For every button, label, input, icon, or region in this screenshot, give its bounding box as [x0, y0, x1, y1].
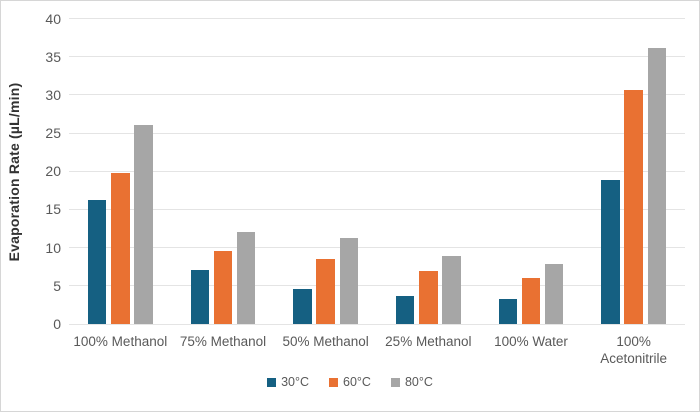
x-category-label: 100% Methanol: [73, 334, 168, 349]
gridline-y-35: [69, 56, 685, 58]
x-category-label: 75% Methanol: [179, 334, 267, 349]
y-tick-label-0: 0: [53, 316, 61, 332]
legend-label: 30°C: [281, 375, 310, 389]
x-category-label: 100% Acetonitrile: [600, 334, 668, 366]
gridline-y-30: [69, 94, 685, 96]
bar-60°C-25% Methanol: [419, 271, 438, 324]
bar-80°C-100% Acetonitrile: [647, 48, 667, 324]
x-category-label: 50% Methanol: [282, 334, 369, 349]
y-tick-label-40: 40: [45, 10, 61, 27]
gridline-y-15: [69, 208, 685, 210]
gridline-y-25: [69, 132, 685, 134]
bar-80°C-75% Methanol: [236, 232, 256, 324]
bar-80°C-50% Methanol: [339, 237, 359, 324]
y-tick-label-5: 5: [53, 277, 61, 294]
legend-swatch-icon: [267, 377, 277, 387]
bar-80°C-25% Methanol: [442, 256, 461, 324]
y-tick-label-10: 10: [45, 239, 61, 256]
bar-30°C-100% Acetonitrile: [601, 179, 620, 324]
bar-60°C-100% Methanol: [111, 172, 130, 324]
legend-item-80°C: 80°C: [390, 375, 433, 389]
bar-30°C-75% Methanol: [190, 269, 210, 324]
gridline-y-0: [69, 323, 685, 325]
bar-30°C-25% Methanol: [395, 295, 415, 324]
bar-30°C-100% Methanol: [87, 200, 107, 324]
bar-60°C-100% Acetonitrile: [624, 89, 643, 324]
y-tick-label-30: 30: [45, 86, 61, 103]
gridline-y-10: [69, 247, 685, 249]
y-axis-title: Evaporation Rate (µL/min): [6, 82, 22, 262]
x-category-label: 100% Water: [494, 334, 568, 349]
legend-swatch-icon: [329, 377, 339, 387]
bar-80°C-100% Methanol: [134, 124, 153, 324]
legend-item-60°C: 60°C: [329, 375, 371, 389]
bar-60°C-75% Methanol: [213, 250, 233, 324]
y-tick-label-35: 35: [45, 48, 61, 65]
bar-80°C-100% Water: [544, 264, 564, 324]
y-tick-label-25: 25: [45, 125, 61, 142]
bar-60°C-50% Methanol: [316, 259, 335, 324]
legend-label: 80°C: [404, 375, 433, 389]
y-tick-label-20: 20: [45, 163, 61, 180]
bar-60°C-100% Water: [521, 278, 541, 324]
y-tick-label-15: 15: [45, 201, 61, 218]
gridline-y-20: [69, 170, 685, 172]
x-category-label: 25% Methanol: [385, 334, 472, 349]
legend-item-30°C: 30°C: [267, 375, 309, 389]
gridline-y-5: [69, 285, 685, 287]
legend: 30°C 60°C 80°C: [1, 375, 699, 389]
legend-label: 60°C: [343, 375, 371, 389]
legend-swatch-icon: [390, 377, 400, 387]
bar-30°C-50% Methanol: [293, 288, 312, 324]
gridline-y-40: [69, 18, 685, 20]
bar-30°C-100% Water: [498, 298, 518, 324]
